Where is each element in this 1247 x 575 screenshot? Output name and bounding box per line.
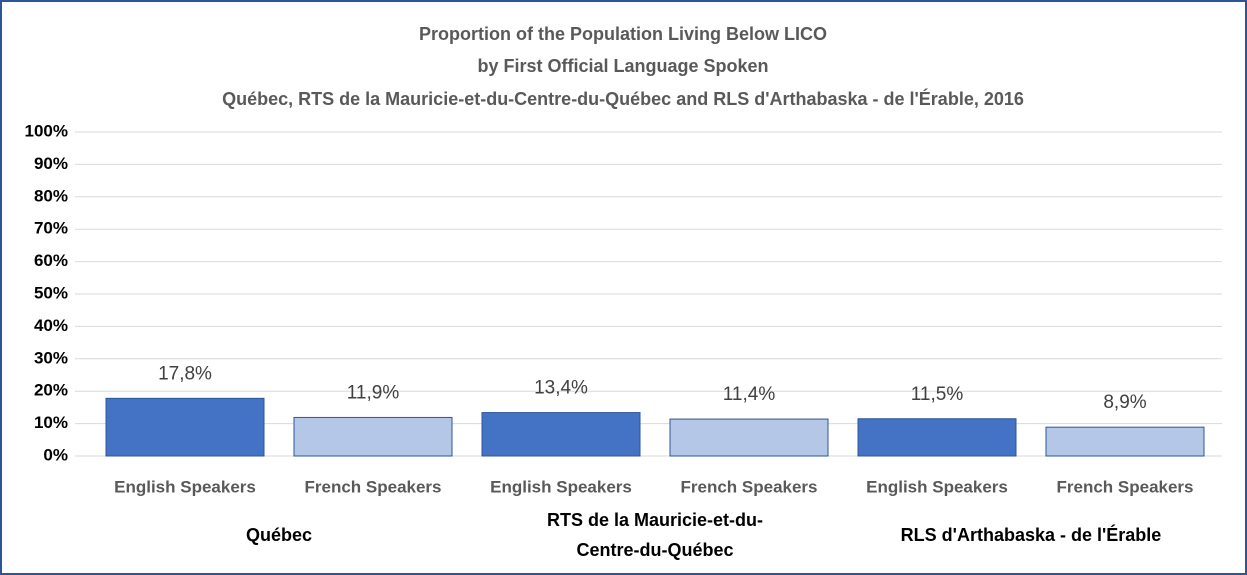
x-tick-label: English Speakers xyxy=(114,477,256,496)
chart-title: by First Official Language Spoken xyxy=(477,56,768,76)
bar xyxy=(105,397,265,457)
data-label: 11,4% xyxy=(723,384,776,405)
data-label: 17,8% xyxy=(158,363,212,384)
y-tick-label: 50% xyxy=(34,283,68,302)
data-label: 11,5% xyxy=(911,384,964,405)
bar xyxy=(481,412,641,457)
y-tick-label: 0% xyxy=(43,445,68,464)
y-tick-label: 20% xyxy=(34,381,68,400)
x-tick-label: French Speakers xyxy=(680,477,817,496)
data-label: 8,9% xyxy=(1103,392,1146,413)
x-tick-label: English Speakers xyxy=(490,477,632,496)
x-tick-label: French Speakers xyxy=(1056,477,1193,496)
chart-title: Proportion of the Population Living Belo… xyxy=(419,24,827,44)
y-tick-label: 90% xyxy=(34,154,68,173)
y-tick-label: 10% xyxy=(34,413,68,432)
group-label: Québec xyxy=(245,525,313,545)
group-label: RLS d'Arthabaska - de l'Érable xyxy=(900,525,1162,545)
y-tick-label: 30% xyxy=(34,348,68,367)
y-tick-label: 60% xyxy=(34,251,68,270)
y-tick-label: 80% xyxy=(34,186,68,205)
bar xyxy=(669,418,829,457)
bar xyxy=(1045,426,1205,457)
bar xyxy=(293,416,453,457)
x-tick-label: French Speakers xyxy=(304,477,441,496)
y-tick-label: 100% xyxy=(25,121,68,140)
group-label: RTS de la Mauricie-et-du-Centre-du-Québe… xyxy=(546,510,764,560)
data-label: 11,9% xyxy=(347,382,400,403)
y-tick-label: 70% xyxy=(34,219,68,238)
x-tick-label: English Speakers xyxy=(866,477,1008,496)
chart-title: Québec, RTS de la Mauricie-et-du-Centre-… xyxy=(222,88,1024,109)
bar xyxy=(857,418,1017,457)
data-label: 13,4% xyxy=(534,378,588,399)
y-tick-label: 40% xyxy=(34,316,68,335)
